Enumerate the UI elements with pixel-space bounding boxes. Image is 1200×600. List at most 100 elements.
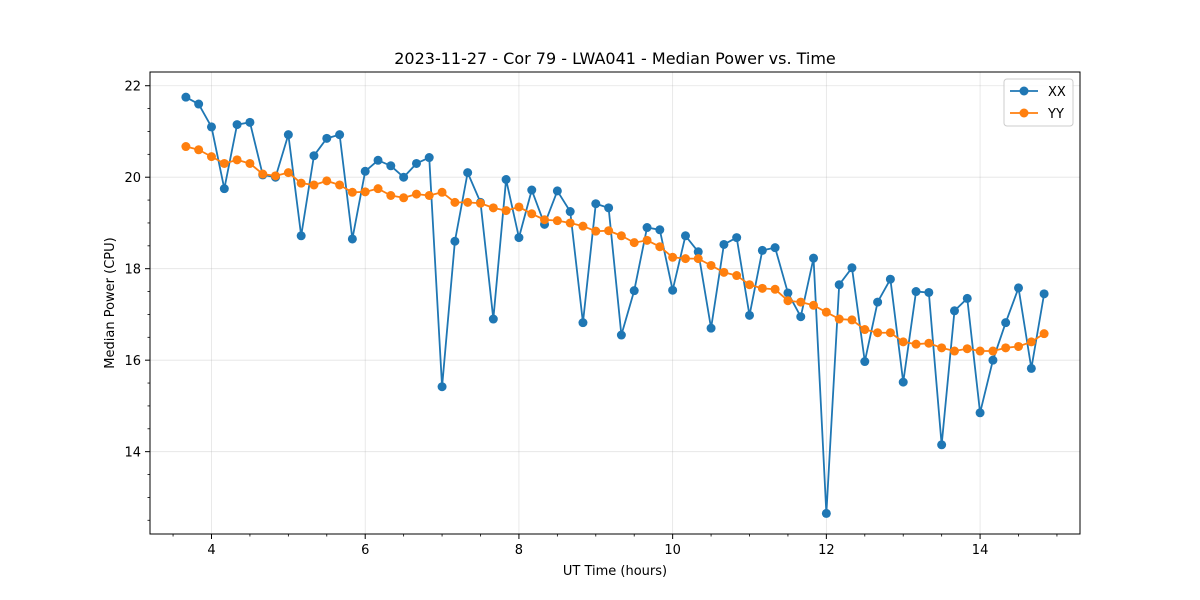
data-point-yy — [399, 193, 409, 203]
data-point-yy — [1001, 343, 1011, 353]
data-point-yy — [975, 346, 985, 356]
data-point-xx — [335, 130, 345, 140]
data-point-yy — [450, 197, 460, 207]
data-point-yy — [527, 209, 537, 219]
data-point-yy — [616, 231, 626, 241]
data-point-yy — [719, 267, 729, 277]
data-point-xx — [1039, 289, 1049, 299]
data-point-xx — [629, 286, 639, 296]
data-point-xx — [283, 130, 293, 140]
axes-frame — [149, 71, 1081, 535]
data-point-xx — [719, 239, 729, 249]
data-point-xx — [181, 92, 191, 102]
data-point-yy — [757, 283, 767, 293]
data-point-xx — [796, 312, 806, 322]
data-point-xx — [834, 280, 844, 290]
data-point-yy — [949, 346, 959, 356]
data-point-xx — [642, 223, 652, 233]
data-point-yy — [245, 158, 255, 168]
series-layer — [181, 92, 1049, 518]
y-tick-label: 18 — [124, 263, 141, 278]
data-point-yy — [309, 180, 319, 190]
data-point-xx — [975, 408, 985, 418]
data-point-xx — [988, 355, 998, 365]
data-point-xx — [527, 185, 537, 195]
data-point-xx — [821, 508, 831, 518]
data-point-xx — [898, 377, 908, 387]
data-point-yy — [181, 142, 191, 152]
grid — [150, 72, 1080, 534]
x-tick-label: 6 — [361, 543, 369, 558]
data-point-xx — [616, 330, 626, 340]
legend-label-yy: YY — [1047, 107, 1064, 122]
y-tick-label: 14 — [124, 446, 141, 461]
data-point-xx — [578, 318, 588, 328]
data-point-xx — [655, 225, 665, 235]
data-point-yy — [847, 315, 857, 325]
data-point-xx — [437, 382, 447, 392]
data-point-xx — [463, 168, 473, 178]
data-point-yy — [1026, 337, 1036, 347]
data-point-xx — [360, 166, 370, 176]
data-point-yy — [604, 226, 614, 236]
data-point-xx — [949, 306, 959, 316]
data-point-xx — [680, 231, 690, 241]
data-point-yy — [988, 346, 998, 356]
data-point-yy — [206, 152, 216, 162]
data-point-yy — [860, 325, 870, 335]
data-point-yy — [642, 235, 652, 245]
data-point-xx — [411, 158, 421, 168]
data-point-xx — [309, 151, 319, 161]
data-point-yy — [296, 178, 306, 188]
data-point-yy — [745, 280, 754, 290]
data-point-yy — [680, 254, 690, 264]
data-point-yy — [770, 284, 780, 294]
data-point-yy — [834, 314, 844, 324]
data-point-xx — [783, 288, 793, 298]
data-point-yy — [501, 206, 511, 216]
data-point-xx — [1026, 363, 1036, 373]
data-point-yy — [1014, 341, 1024, 351]
data-point-yy — [219, 158, 229, 168]
y-tick-label: 16 — [124, 354, 141, 369]
x-tick-label: 4 — [207, 543, 215, 558]
data-point-xx — [962, 293, 972, 303]
data-point-yy — [668, 252, 678, 262]
data-point-yy — [424, 191, 434, 200]
data-point-xx — [1014, 283, 1024, 293]
data-point-yy — [258, 169, 268, 179]
data-point-yy — [796, 297, 806, 307]
data-point-yy — [911, 339, 921, 349]
data-point-yy — [732, 271, 742, 281]
data-point-xx — [693, 247, 703, 257]
data-point-xx — [488, 314, 498, 324]
y-tick-label: 20 — [124, 171, 141, 186]
data-point-xx — [501, 175, 511, 184]
data-point-xx — [847, 263, 857, 273]
data-point-xx — [745, 310, 754, 320]
data-point-yy — [937, 343, 947, 353]
data-point-yy — [540, 215, 550, 225]
data-point-xx — [873, 297, 883, 307]
data-point-xx — [885, 274, 895, 284]
data-point-yy — [386, 191, 396, 200]
data-point-xx — [386, 161, 396, 171]
x-tick-label: 8 — [515, 543, 523, 558]
data-point-xx — [1001, 318, 1011, 328]
chart-title: 2023-11-27 - Cor 79 - LWA041 - Median Po… — [394, 49, 836, 68]
data-point-yy — [898, 337, 908, 347]
data-point-yy — [463, 197, 473, 207]
data-point-xx — [809, 253, 819, 263]
y-axis-label: Median Power (CPU) — [103, 237, 118, 368]
data-point-xx — [604, 203, 614, 213]
data-point-xx — [770, 243, 780, 253]
data-point-yy — [437, 187, 447, 197]
data-point-xx — [552, 186, 562, 196]
data-point-yy — [476, 198, 485, 208]
x-tick-label: 12 — [818, 543, 835, 558]
data-point-xx — [668, 285, 678, 295]
data-point-xx — [296, 231, 306, 241]
data-point-yy — [271, 171, 281, 181]
data-point-xx — [591, 199, 601, 209]
